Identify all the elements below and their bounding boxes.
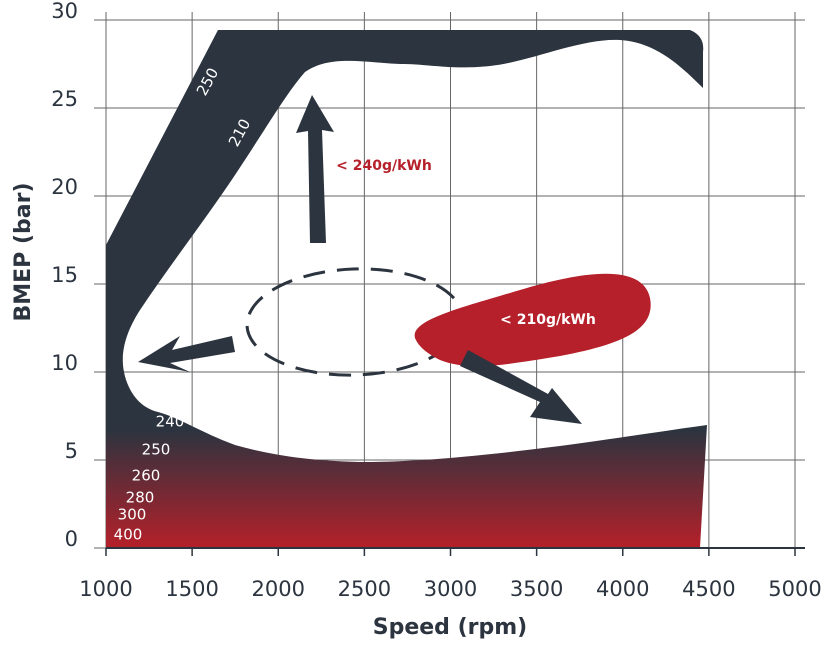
x-tick-label: 3500 [510, 577, 563, 601]
y-axis-title: BMEP (bar) [11, 182, 36, 321]
x-axis-title: Speed (rpm) [373, 615, 527, 640]
x-tick-label: 1000 [79, 577, 132, 601]
axes: 1000 1500 2000 2500 3000 3500 4000 4500 5000 0 5 10… [51, 0, 821, 601]
annotation: 250 [142, 441, 171, 459]
y-tick-label: 5 [65, 439, 78, 463]
x-tick-label: 1500 [165, 577, 218, 601]
annotation: < 240g/kWh [336, 158, 432, 174]
y-tick-label: 30 [51, 0, 78, 23]
bsfc-envelope [106, 30, 707, 548]
x-tick-label: 2500 [338, 577, 391, 601]
annotation: 240 [156, 413, 185, 431]
x-tick-label: 2000 [252, 577, 305, 601]
annotation: 280 [126, 489, 155, 507]
red-region [414, 273, 651, 367]
x-tick-label: 4000 [596, 577, 649, 601]
y-tick-label: 0 [65, 527, 78, 551]
annotation: < 210g/kWh [500, 312, 596, 328]
y-tick-label: 10 [51, 351, 78, 375]
x-tick-label: 3000 [424, 577, 477, 601]
x-tick-label: 4500 [682, 577, 735, 601]
annotation: 260 [132, 467, 161, 485]
y-tick-label: 25 [51, 87, 78, 111]
annotation: 300 [118, 506, 147, 524]
x-tick-label: 5000 [768, 577, 821, 601]
y-tick-label: 20 [51, 175, 78, 199]
y-tick-label: 15 [51, 263, 78, 287]
annotation: 400 [114, 526, 143, 544]
arrow [138, 95, 582, 424]
